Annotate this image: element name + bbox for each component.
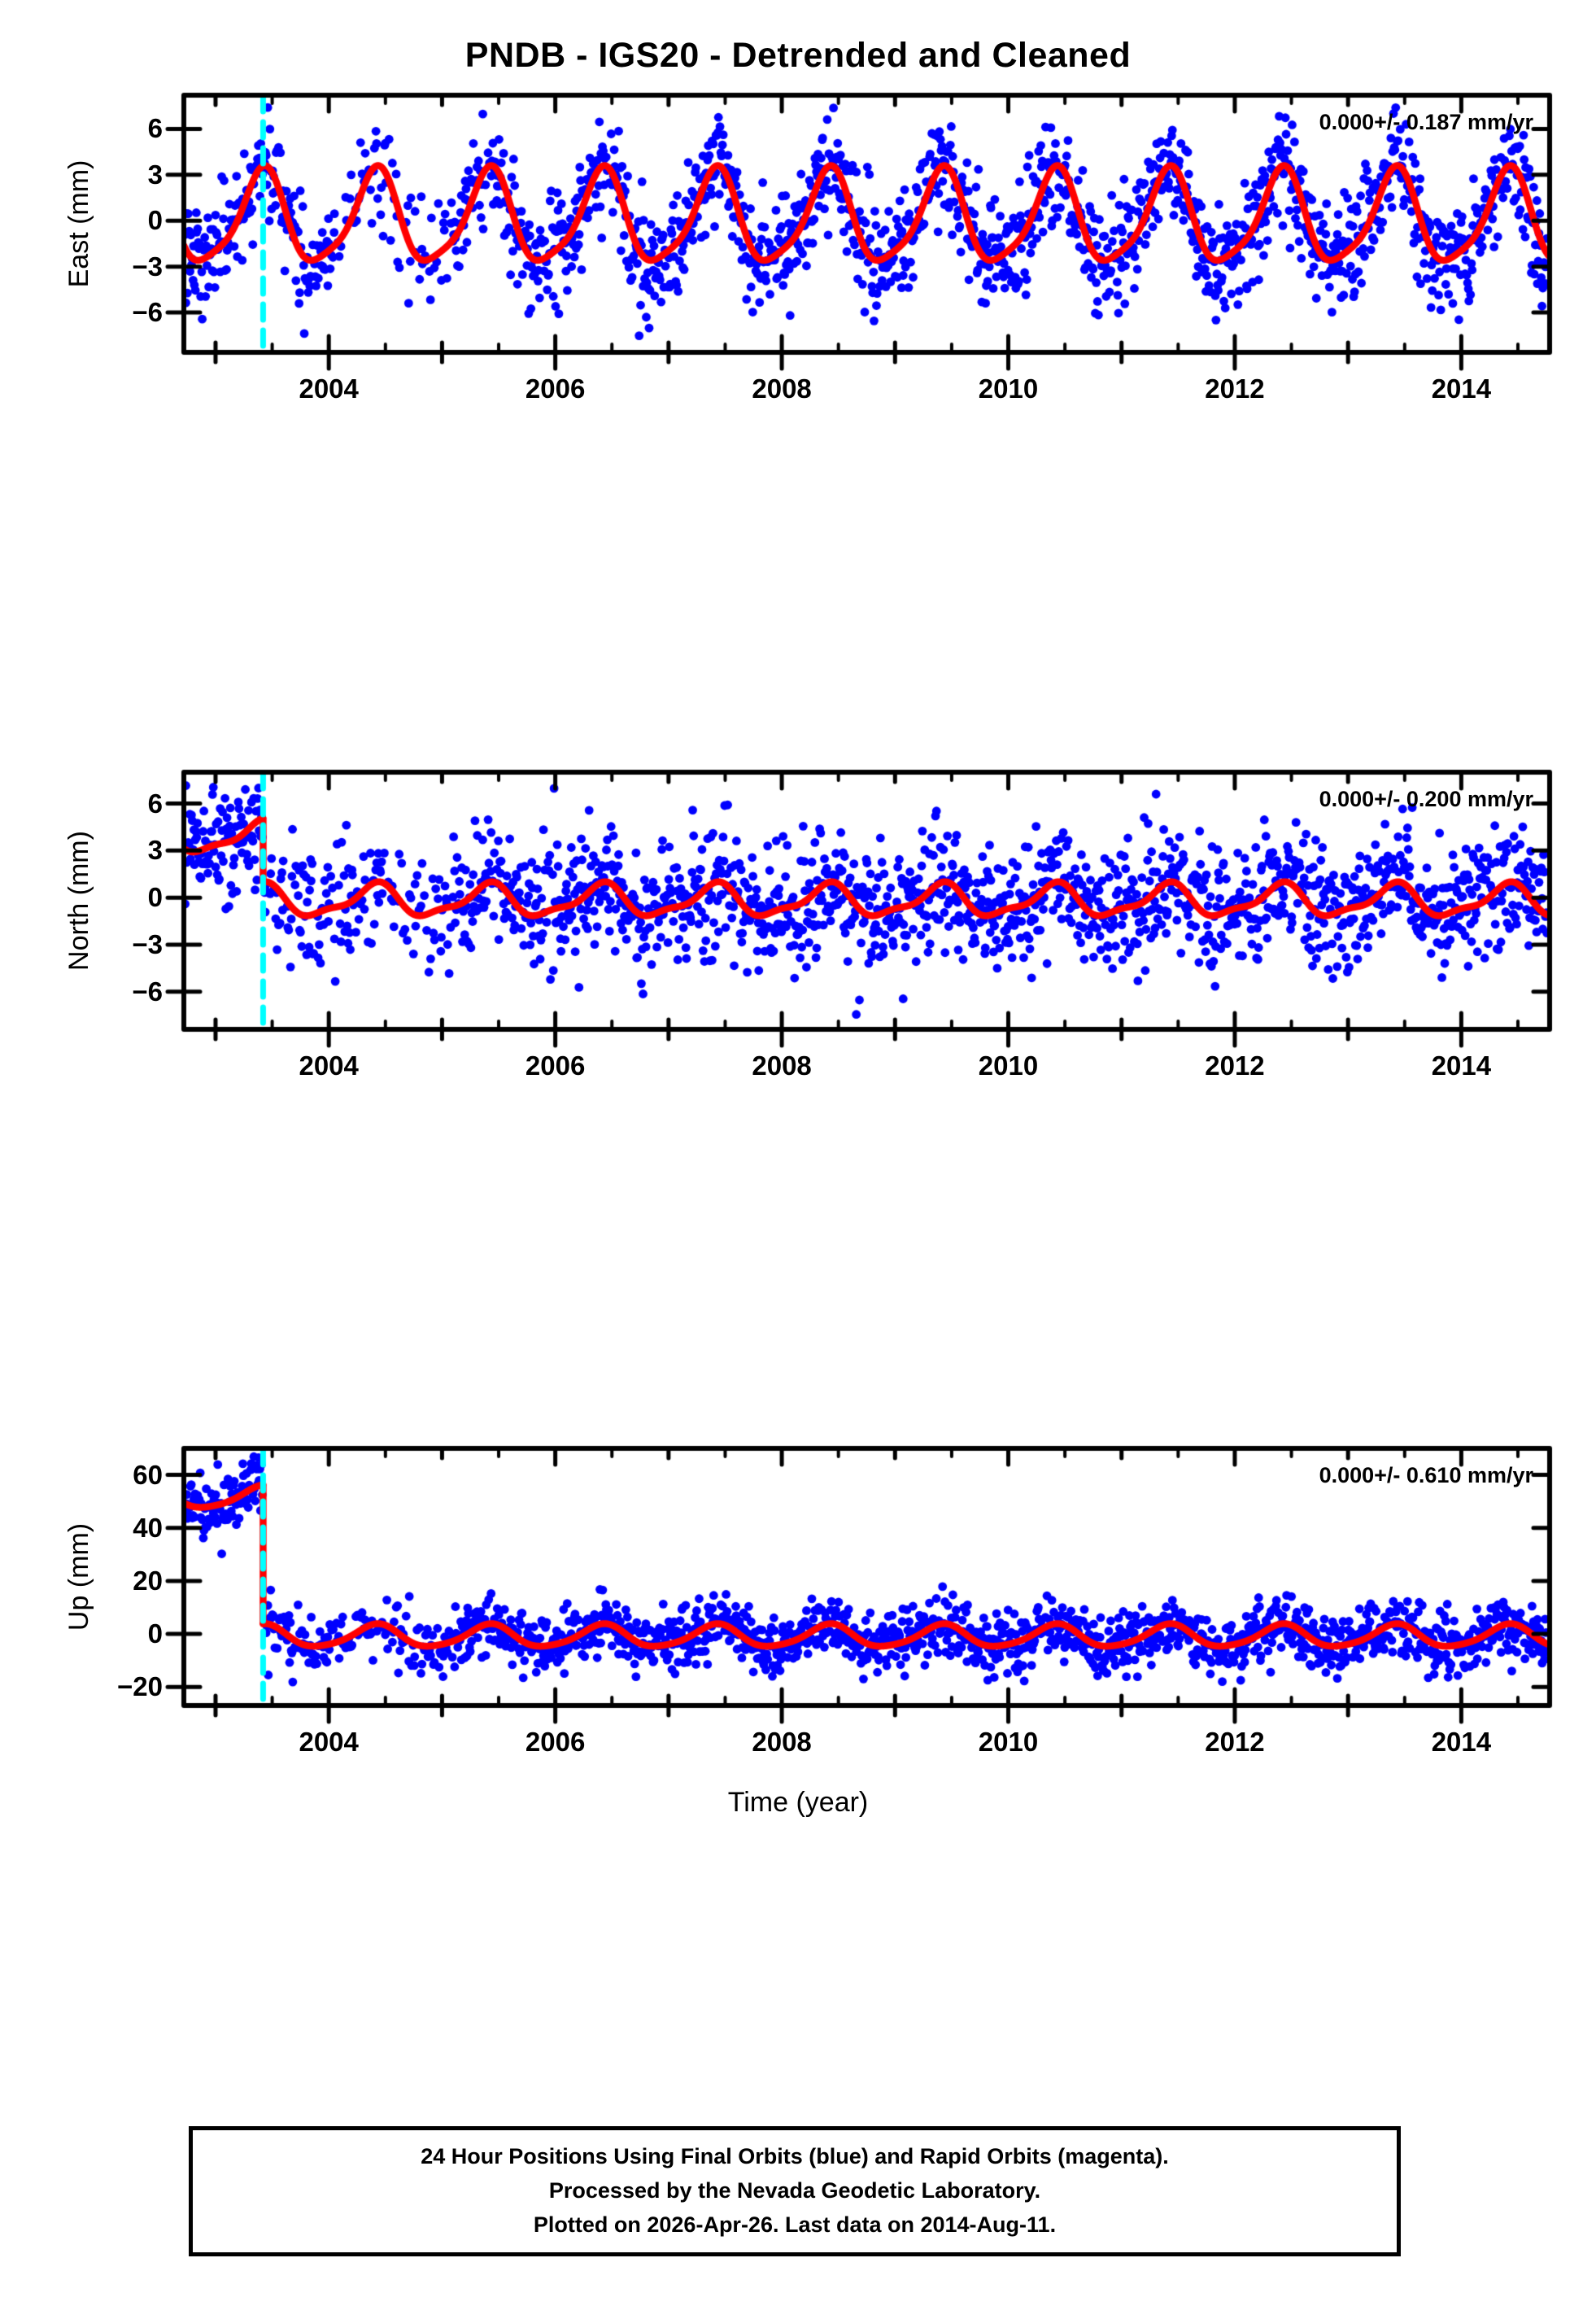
caption-line-3: Plotted on 2026-Apr-26. Last data on 201… <box>533 2212 1057 2237</box>
x-tick-label-east: 2012 <box>1205 373 1265 404</box>
y-tick-label-north: 6 <box>147 788 163 819</box>
x-tick-label-north: 2010 <box>978 1050 1039 1081</box>
x-tick-label-up: 2014 <box>1431 1727 1492 1757</box>
x-tick-label-east: 2004 <box>299 373 359 404</box>
y-tick-label-north: −3 <box>132 928 163 959</box>
x-tick-label-up: 2006 <box>525 1727 586 1757</box>
x-tick-label-north: 2004 <box>299 1050 359 1081</box>
rate-annotation-north: 0.000+/- 0.200 mm/yr <box>1319 787 1533 811</box>
x-tick-label-north: 2008 <box>752 1050 812 1081</box>
page-title: PNDB - IGS20 - Detrended and Cleaned <box>464 36 1132 75</box>
x-tick-label-up: 2010 <box>978 1727 1039 1757</box>
y-tick-label-up: 20 <box>133 1565 163 1596</box>
y-tick-label-east: 6 <box>147 113 163 144</box>
axis-title-east: East (mm) <box>63 159 94 288</box>
x-tick-label-up: 2004 <box>299 1727 359 1757</box>
axis-title-north: North (mm) <box>63 831 94 971</box>
rate-annotation-east: 0.000+/- 0.187 mm/yr <box>1319 110 1533 134</box>
axis-title-time: Time (year) <box>727 1787 869 1818</box>
y-tick-label-north: −6 <box>132 976 163 1007</box>
caption-box: 24 Hour Positions Using Final Orbits (bl… <box>189 2126 1401 2256</box>
x-tick-label-east: 2014 <box>1431 373 1492 404</box>
axis-title-up: Up (mm) <box>63 1522 94 1631</box>
rate-annotation-up: 0.000+/- 0.610 mm/yr <box>1319 1463 1533 1487</box>
y-tick-label-up: 0 <box>147 1618 163 1649</box>
y-tick-label-up: 40 <box>133 1512 163 1543</box>
x-tick-label-east: 2006 <box>525 373 586 404</box>
y-tick-label-up: 60 <box>133 1459 163 1490</box>
x-tick-label-east: 2008 <box>752 373 812 404</box>
x-tick-label-up: 2012 <box>1205 1727 1265 1757</box>
y-tick-label-east: 3 <box>147 159 163 190</box>
x-tick-label-up: 2008 <box>752 1727 812 1757</box>
x-tick-label-north: 2012 <box>1205 1050 1265 1081</box>
y-tick-label-east: 0 <box>147 205 163 236</box>
x-tick-label-east: 2010 <box>978 373 1039 404</box>
y-tick-label-north: 0 <box>147 882 163 913</box>
y-tick-label-north: 3 <box>147 835 163 866</box>
y-tick-label-east: −3 <box>132 251 163 282</box>
y-tick-label-east: −6 <box>132 297 163 328</box>
x-tick-label-north: 2006 <box>525 1050 586 1081</box>
y-tick-label-up: −20 <box>117 1671 163 1702</box>
x-tick-label-north: 2014 <box>1431 1050 1492 1081</box>
caption-line-1: 24 Hour Positions Using Final Orbits (bl… <box>421 2144 1169 2169</box>
caption-line-2: Processed by the Nevada Geodetic Laborat… <box>548 2178 1041 2203</box>
